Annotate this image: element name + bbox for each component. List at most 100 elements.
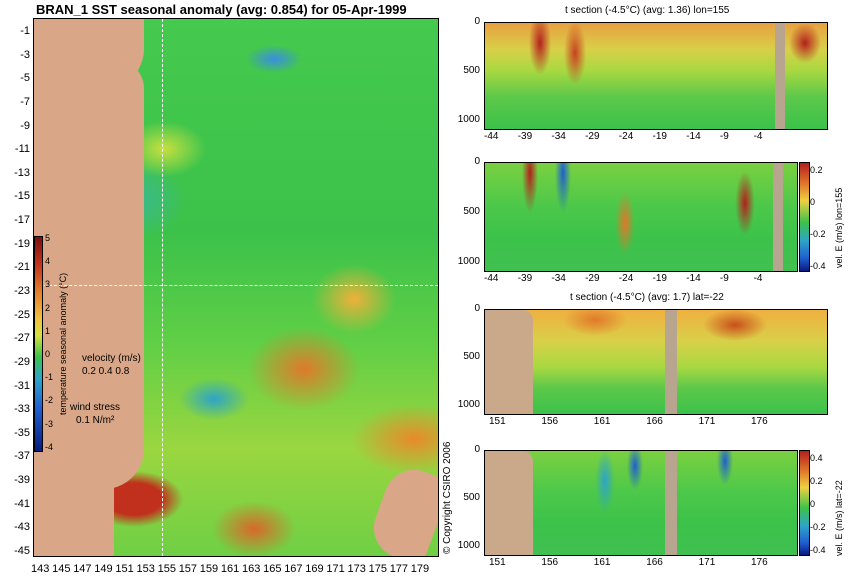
map-y-tick: -3 xyxy=(20,48,30,61)
map-y-tick: -13 xyxy=(14,166,30,179)
map-x-tick: 159 xyxy=(199,563,219,575)
panel3-y-tick: 1000 xyxy=(457,399,480,410)
velocity-values: 0.2 0.4 0.8 xyxy=(82,366,130,377)
panel1-x-tick: -39 xyxy=(517,131,533,142)
map-y-tick: -27 xyxy=(14,332,30,345)
panel4-x-tick: 176 xyxy=(751,557,768,568)
panel2-x-tick: -34 xyxy=(551,273,566,284)
colorbar-tick: 4 xyxy=(45,256,51,267)
colorbar-tick: -1 xyxy=(45,372,54,383)
panel1-x-tick: -29 xyxy=(585,131,600,142)
panel2-y-tick: 0 xyxy=(474,156,480,167)
colorbar-label: temperature seasonal anomaly (°C) xyxy=(58,272,68,415)
map-x-tick: 169 xyxy=(305,563,324,575)
map-y-tick: -41 xyxy=(14,497,30,510)
panel4-land xyxy=(485,451,533,555)
panel1-y-tick: 500 xyxy=(463,65,480,76)
panel2-colorbar xyxy=(799,162,810,272)
panel4-x-tick: 156 xyxy=(541,557,559,568)
panel4-x-tick: 151 xyxy=(489,557,506,568)
crosshair-vertical xyxy=(162,19,163,556)
panel3-x-tick: 171 xyxy=(698,416,716,427)
map-x-tick: 179 xyxy=(410,563,430,575)
panel2-x-tick: -9 xyxy=(719,273,729,284)
map-x-tick: 171 xyxy=(326,563,345,575)
map-y-tick: -11 xyxy=(14,143,30,156)
colorbar-tick: 2 xyxy=(45,302,51,313)
panel1-x-tick: -34 xyxy=(551,131,566,142)
map-y-tick: -39 xyxy=(14,474,30,487)
colorbar-tick: 0 xyxy=(45,349,51,359)
panel4-y-tick: 500 xyxy=(463,492,480,503)
panel2-colorbar-tick: 0 xyxy=(810,197,816,207)
panel1-section xyxy=(484,22,828,130)
panel4-y-tick: 0 xyxy=(474,444,480,455)
panel3-land xyxy=(485,310,533,414)
map-x-tick: 177 xyxy=(389,563,409,575)
panel4-colorbar-tick: -0.4 xyxy=(810,545,826,555)
panel2-y-tick: 1000 xyxy=(457,256,480,267)
panel2-x-tick: -29 xyxy=(585,273,600,284)
panel2-colorbar-label: vel. E (m/s) lon=155 xyxy=(834,187,844,268)
map-y-tick: -43 xyxy=(14,521,30,534)
panel2-x-tick: -14 xyxy=(686,273,701,284)
map-x-tick: 147 xyxy=(73,563,92,575)
colorbar-tick: -2 xyxy=(45,395,54,406)
new-guinea-land xyxy=(34,19,144,89)
map-x-tick: 143 xyxy=(31,563,50,575)
map-x-tick: 167 xyxy=(284,563,303,575)
wind-stress-label: wind stress xyxy=(70,402,121,413)
panel3-gap xyxy=(665,310,677,414)
map-y-tick: -19 xyxy=(14,237,30,250)
map-title: BRAN_1 SST seasonal anomaly (avg: 0.854)… xyxy=(36,2,407,17)
map-y-tick: -35 xyxy=(14,426,30,439)
panel4-gap xyxy=(665,451,677,555)
panel3-y-tick: 0 xyxy=(474,303,480,314)
map-y-tick: -5 xyxy=(20,72,30,85)
panel2-y-tick: 500 xyxy=(463,206,480,217)
panel2-colorbar-tick: -0.4 xyxy=(810,261,826,271)
colorbar-tick: 3 xyxy=(45,279,51,290)
panel4-x-tick: 166 xyxy=(646,557,663,568)
panel4-colorbar xyxy=(799,450,810,556)
panel3-x-tick: 156 xyxy=(541,416,559,427)
panel1-y-tick: 0 xyxy=(474,16,480,27)
panel2-colorbar-tick: -0.2 xyxy=(810,229,826,239)
panel3-x-tick: 161 xyxy=(593,416,611,427)
panel2-x-tick: -39 xyxy=(517,273,533,284)
panel3-y-tick: 500 xyxy=(463,351,480,362)
map-y-tick: -23 xyxy=(14,285,30,297)
new-zealand-land xyxy=(365,461,438,556)
map-y-tick: -9 xyxy=(20,119,30,132)
panel1-gap xyxy=(775,23,785,129)
panel1-x-tick: -14 xyxy=(686,131,701,142)
map-y-tick: -37 xyxy=(14,450,30,463)
map-x-tick: 163 xyxy=(242,563,261,575)
panel2-x-tick: -4 xyxy=(753,273,763,284)
map-y-tick: -7 xyxy=(20,95,30,108)
crosshair-horizontal xyxy=(34,285,438,286)
map-x-tick: 157 xyxy=(178,563,198,575)
panel3-x-tick: 166 xyxy=(646,416,663,427)
map-y-tick: -33 xyxy=(14,403,30,416)
panel1-x-tick: -24 xyxy=(618,131,634,142)
wind-stress-value: 0.1 N/m² xyxy=(76,415,115,426)
map-x-tick: 155 xyxy=(157,563,176,575)
panel1-y-tick: 1000 xyxy=(457,114,480,125)
panel4-colorbar-tick: 0.2 xyxy=(810,476,823,486)
map-y-tick: -15 xyxy=(14,190,30,203)
panel4-colorbar-label: vel. E (m/s) lat=-22 xyxy=(834,480,844,556)
map-y-tick: -21 xyxy=(14,261,30,274)
map-y-tick: -1 xyxy=(20,25,30,37)
colorbar-tick: 1 xyxy=(45,325,51,336)
panel4-colorbar-tick: 0 xyxy=(810,499,816,509)
map-x-tick: 165 xyxy=(263,563,282,575)
panel4-colorbar-tick: 0.4 xyxy=(810,453,823,463)
map-y-tick: -29 xyxy=(14,355,30,368)
panel2-colorbar-tick: 0.2 xyxy=(810,165,823,175)
colorbar-tick: -3 xyxy=(45,418,54,429)
panel4-x-tick: 171 xyxy=(698,557,716,568)
australia-land-south xyxy=(34,459,114,556)
map-x-tick: 149 xyxy=(94,563,113,575)
panel2-section xyxy=(484,162,798,272)
